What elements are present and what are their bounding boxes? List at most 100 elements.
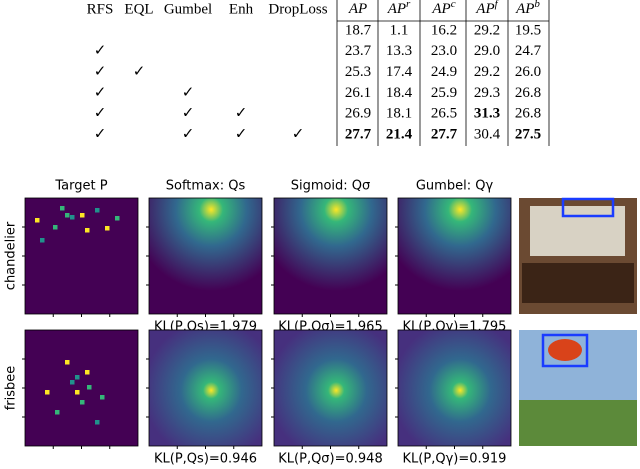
check: ✓ xyxy=(133,64,146,80)
cell-value: 18.4 xyxy=(386,85,413,101)
cell-value: 17.4 xyxy=(386,64,413,80)
cell-value: 21.4 xyxy=(386,126,413,142)
photo-table xyxy=(522,263,634,303)
cell-value: 18.7 xyxy=(345,22,372,38)
metric-base: AP xyxy=(348,1,367,17)
target-cell xyxy=(80,400,85,405)
target-cell xyxy=(40,238,45,243)
method-header: Gumbel xyxy=(164,1,212,17)
metric-header: AP xyxy=(348,1,367,17)
target-cell xyxy=(75,375,80,380)
metric-header: APf xyxy=(475,0,499,17)
metric-header: APr xyxy=(387,0,411,17)
heatmap xyxy=(397,197,512,315)
column-title: Gumbel: Qγ xyxy=(416,179,494,194)
heatmap xyxy=(24,329,139,447)
kl-label: KL(P,Qs)=0.946 xyxy=(154,452,257,467)
heatmap xyxy=(273,197,388,315)
method-header: DropLoss xyxy=(268,1,327,17)
metric-sup: c xyxy=(451,0,456,10)
target-cell xyxy=(70,380,75,385)
check: ✓ xyxy=(292,126,305,142)
target-cell xyxy=(105,226,110,231)
method-header: RFS xyxy=(87,1,114,17)
heatmap xyxy=(273,329,388,447)
metric-base: AP xyxy=(387,1,406,17)
heatmap xyxy=(397,329,512,447)
target-cell xyxy=(95,208,100,213)
bbox xyxy=(561,197,615,218)
target-cell xyxy=(115,216,120,221)
cell-value: 25.9 xyxy=(431,85,457,101)
check: ✓ xyxy=(94,126,107,142)
cell-value: 26.5 xyxy=(431,106,457,122)
cell-value: 29.2 xyxy=(474,22,500,38)
target-cell xyxy=(45,390,50,395)
cell-value: 29.3 xyxy=(474,85,500,101)
cell-value: 18.1 xyxy=(386,106,412,122)
cell-value: 27.7 xyxy=(345,126,372,142)
target-cell xyxy=(100,395,105,400)
cell-value: 30.4 xyxy=(474,126,501,142)
metric-sup: f xyxy=(495,0,500,10)
photo-window xyxy=(530,206,625,256)
target-cell xyxy=(55,410,60,415)
cell-value: 19.5 xyxy=(515,22,541,38)
cell-value: 13.3 xyxy=(386,43,412,59)
metric-sup: r xyxy=(406,0,411,10)
check: ✓ xyxy=(182,85,195,101)
target-cell xyxy=(87,385,92,390)
cell-value: 24.7 xyxy=(515,43,542,59)
kl-label: KL(P,Qγ)=0.919 xyxy=(403,452,507,467)
cell-value: 26.9 xyxy=(345,106,371,122)
column-title: Target P xyxy=(54,179,107,194)
check: ✓ xyxy=(94,43,107,59)
target-cell xyxy=(85,370,90,375)
check: ✓ xyxy=(182,126,195,142)
metric-header: APc xyxy=(431,0,455,17)
bbox xyxy=(541,333,589,368)
target-cell xyxy=(65,360,70,365)
cell-value: 29.0 xyxy=(474,43,500,59)
cell-value: 16.2 xyxy=(431,22,457,38)
target-cell xyxy=(95,420,100,425)
target-cell xyxy=(60,206,65,211)
column-title: Sigmoid: Qσ xyxy=(291,179,371,194)
target-cell xyxy=(65,213,70,218)
check: ✓ xyxy=(94,64,107,80)
target-cell xyxy=(35,218,40,223)
check: ✓ xyxy=(235,126,248,142)
metric-base: AP xyxy=(475,1,494,17)
cell-value: 25.3 xyxy=(345,64,371,80)
check: ✓ xyxy=(235,106,248,122)
cell-value: 27.5 xyxy=(515,126,541,142)
cell-value: 27.7 xyxy=(431,126,458,142)
column-title: Softmax: Qs xyxy=(166,179,246,194)
cell-value: 23.0 xyxy=(431,43,457,59)
cell-value: 23.7 xyxy=(345,43,372,59)
row-label: chandelier xyxy=(4,221,19,290)
cell-value: 26.8 xyxy=(515,106,541,122)
target-cell xyxy=(70,215,75,220)
frisbee xyxy=(548,339,582,361)
target-cell xyxy=(75,390,80,395)
target-cell xyxy=(53,225,58,230)
cell-value: 31.3 xyxy=(474,106,500,122)
cell-value: 26.0 xyxy=(515,64,541,80)
check: ✓ xyxy=(182,106,195,122)
kl-label: KL(P,Qσ)=0.948 xyxy=(278,452,382,467)
cell-value: 29.2 xyxy=(474,64,500,80)
check: ✓ xyxy=(94,85,107,101)
cell-value: 1.1 xyxy=(390,22,409,38)
method-header: Enh xyxy=(229,1,254,17)
cell-value: 24.9 xyxy=(431,64,457,80)
heatmap xyxy=(148,329,263,447)
metric-header: APb xyxy=(515,0,540,17)
target-cell xyxy=(85,228,90,233)
metric-base: AP xyxy=(515,1,534,17)
metric-sup: b xyxy=(534,0,540,10)
method-header: EQL xyxy=(124,1,153,17)
check: ✓ xyxy=(94,106,107,122)
row-label: frisbee xyxy=(4,366,19,411)
